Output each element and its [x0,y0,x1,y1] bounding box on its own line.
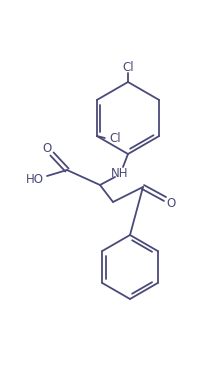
Text: O: O [42,141,51,155]
Text: NH: NH [111,166,128,179]
Text: O: O [166,196,175,209]
Text: Cl: Cl [122,61,133,74]
Text: HO: HO [26,172,44,185]
Text: Cl: Cl [108,131,120,145]
